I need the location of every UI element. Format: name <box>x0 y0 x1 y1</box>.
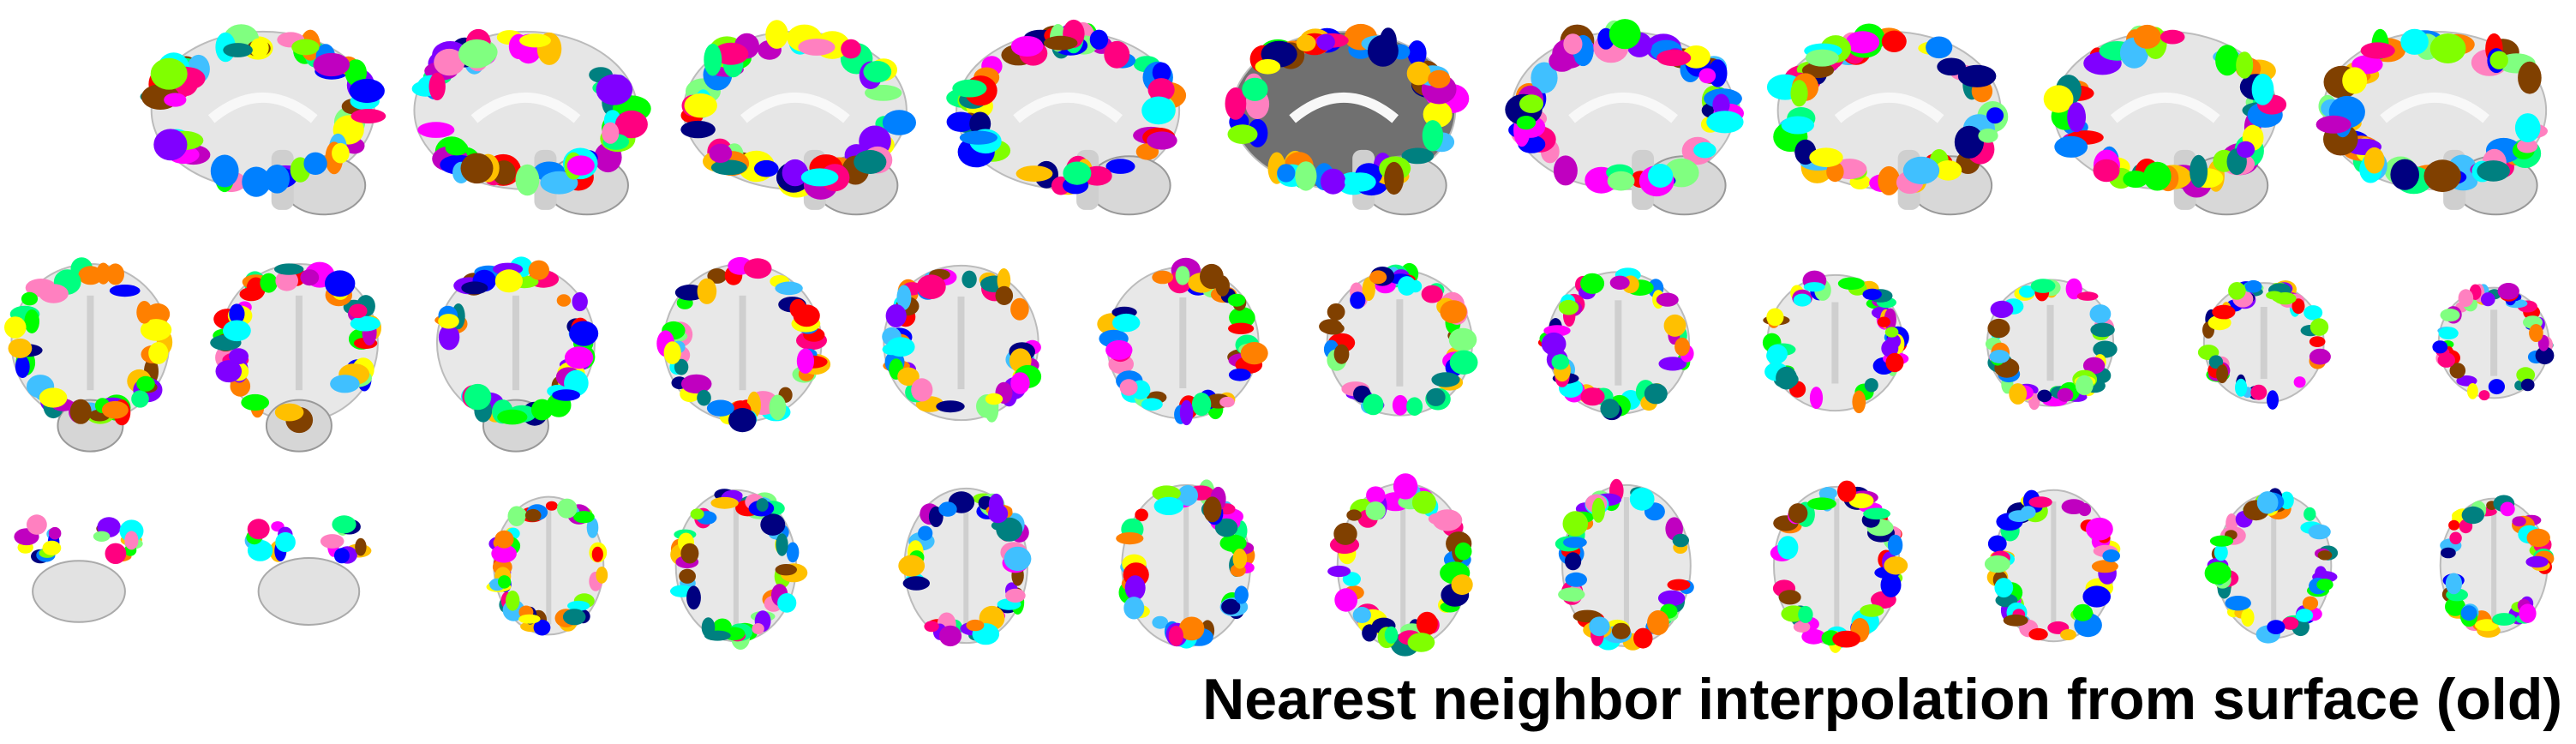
coronal-slice <box>1762 270 1909 414</box>
axial-slice <box>1555 478 1694 651</box>
coronal-slice <box>210 261 381 453</box>
figure-caption: Nearest neighbor interpolation from surf… <box>1202 667 2562 732</box>
axial-slice <box>244 515 372 626</box>
sagittal-slice <box>411 28 651 216</box>
sagittal-slice <box>1766 23 2009 216</box>
sagittal-slice <box>1505 19 1744 216</box>
sagittal-slice <box>946 19 1187 216</box>
axial-slice <box>1984 489 2121 643</box>
axial-slice <box>898 487 1032 647</box>
coronal-slice <box>1319 262 1478 417</box>
sagittal-slice <box>680 20 916 216</box>
sagittal-slice <box>2043 24 2287 216</box>
coronal-slice <box>656 256 831 433</box>
coronal-slice <box>434 256 599 453</box>
coronal-slice <box>1537 267 1694 421</box>
coronal-slice <box>2197 279 2331 410</box>
axial-slice <box>1116 479 1255 649</box>
sagittal-slice <box>2315 28 2548 216</box>
axial-slice <box>2439 495 2555 638</box>
coronal-slice <box>1097 257 1268 426</box>
sagittal-slice <box>140 24 386 216</box>
coronal-slice <box>3 257 173 453</box>
axial-slice <box>14 514 144 623</box>
axial-slice <box>670 489 808 650</box>
coronal-slice <box>2432 283 2555 401</box>
axial-slice <box>1327 473 1473 657</box>
coronal-slice <box>882 264 1042 423</box>
coronal-slice <box>1985 278 2118 411</box>
sagittal-slice <box>1225 23 1470 216</box>
axial-slice <box>1770 480 1908 653</box>
axial-slice <box>486 495 608 636</box>
axial-slice <box>2204 488 2339 644</box>
